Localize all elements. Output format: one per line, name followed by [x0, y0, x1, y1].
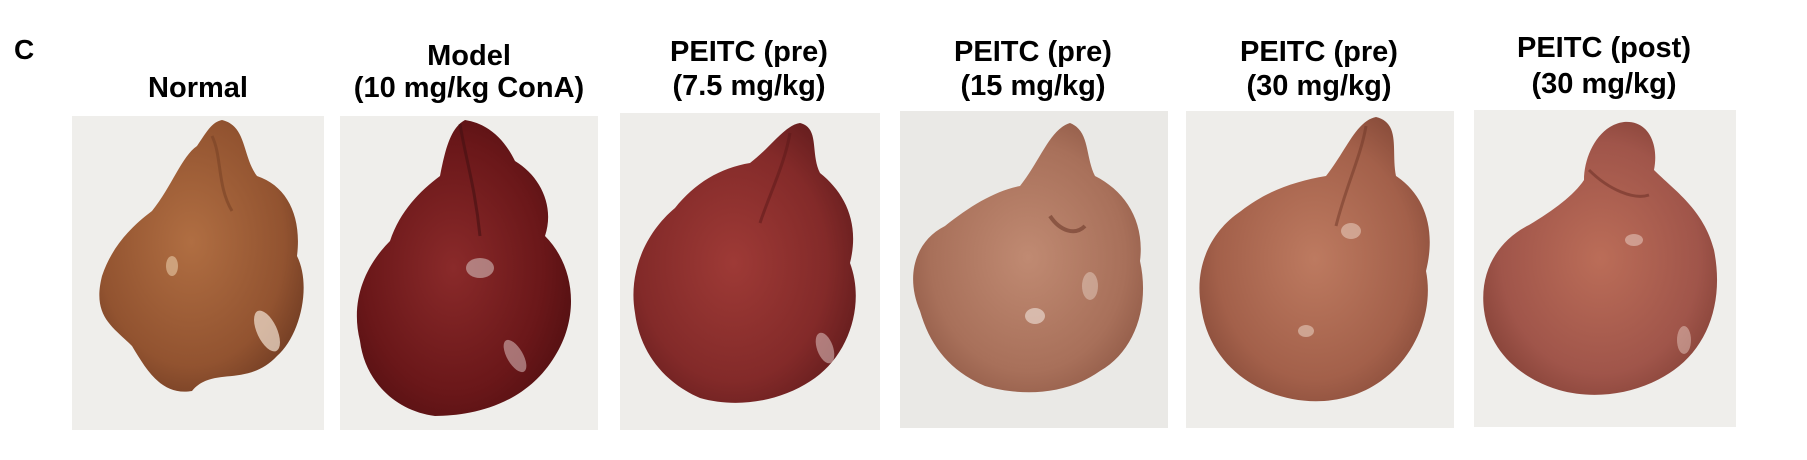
panel-peitc-post-30: PEITC (post) (30 mg/kg) — [1472, 0, 1736, 460]
caption-line2: Normal — [148, 72, 248, 104]
caption-line1: PEITC (pre) — [670, 36, 828, 68]
liver-photo — [900, 111, 1168, 428]
panel-normal: Normal — [72, 0, 324, 460]
caption-line1: Model — [427, 40, 511, 72]
caption-line2: (30 mg/kg) — [1531, 68, 1677, 100]
panel-label: C — [14, 34, 35, 65]
caption-line2: (10 mg/kg ConA) — [353, 72, 585, 104]
caption-line1: PEITC (post) — [1517, 32, 1691, 64]
caption-line2: (7.5 mg/kg) — [672, 70, 826, 102]
liver-photo — [340, 116, 598, 430]
liver-photo — [620, 113, 880, 430]
panel-peitc-pre-15: PEITC (pre) (15 mg/kg) — [898, 0, 1168, 460]
caption-line2: (30 mg/kg) — [1246, 70, 1392, 102]
panel-peitc-pre-7-5: PEITC (pre) (7.5 mg/kg) — [618, 0, 880, 460]
caption-line2: (15 mg/kg) — [960, 70, 1106, 102]
caption-line1: PEITC (pre) — [954, 36, 1112, 68]
panel-model: Model (10 mg/kg ConA) — [338, 0, 600, 460]
caption-line1: PEITC (pre) — [1240, 36, 1398, 68]
panel-peitc-pre-30: PEITC (pre) (30 mg/kg) — [1184, 0, 1454, 460]
liver-photo — [72, 116, 324, 430]
liver-photo — [1474, 110, 1736, 427]
liver-photo — [1186, 111, 1454, 428]
